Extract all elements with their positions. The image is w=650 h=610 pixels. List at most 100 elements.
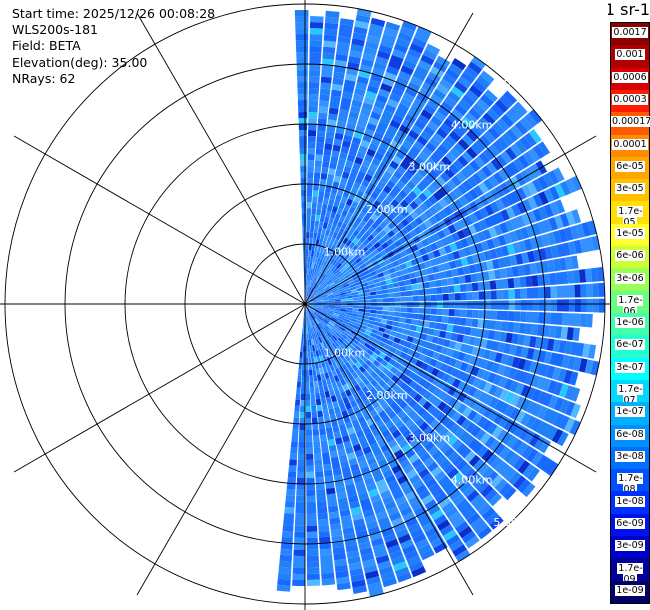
range-gate bbox=[508, 471, 522, 486]
range-gate bbox=[427, 384, 437, 394]
range-gate bbox=[504, 391, 515, 404]
range-gate bbox=[313, 441, 321, 448]
range-gate bbox=[359, 348, 367, 356]
range-gate bbox=[308, 250, 312, 257]
range-gate bbox=[386, 320, 394, 326]
range-gate bbox=[344, 329, 351, 335]
range-gate bbox=[401, 443, 412, 454]
range-gate bbox=[416, 256, 424, 264]
range-gate bbox=[329, 413, 337, 422]
range-gate bbox=[307, 262, 310, 269]
range-gate bbox=[564, 401, 576, 416]
range-gate bbox=[305, 298, 307, 302]
range-gate bbox=[515, 253, 524, 265]
range-gate bbox=[488, 175, 499, 188]
range-gate bbox=[328, 321, 335, 327]
range-gate bbox=[327, 402, 334, 410]
range-gate bbox=[314, 310, 321, 315]
range-gate bbox=[330, 244, 336, 252]
range-gate bbox=[432, 387, 442, 397]
range-gate bbox=[468, 264, 477, 274]
range-gate bbox=[387, 145, 398, 155]
range-gate bbox=[555, 271, 569, 285]
range-gate bbox=[333, 333, 340, 340]
colorbar-tick-label: 3e-07 bbox=[615, 361, 645, 373]
range-gate bbox=[306, 333, 309, 340]
range-gate bbox=[314, 270, 319, 277]
ray bbox=[306, 306, 435, 561]
range-gate bbox=[416, 368, 431, 381]
range-gate bbox=[298, 129, 308, 137]
range-gate bbox=[316, 298, 323, 302]
range-gate bbox=[476, 445, 489, 458]
range-gate bbox=[340, 196, 348, 204]
range-gate bbox=[319, 88, 331, 96]
range-gate bbox=[305, 298, 307, 302]
range-gate bbox=[395, 495, 408, 506]
range-gate bbox=[314, 331, 319, 339]
range-gate bbox=[382, 375, 391, 384]
range-gate bbox=[520, 384, 531, 398]
range-gate bbox=[303, 309, 305, 316]
range-gate bbox=[526, 287, 539, 299]
range-gate bbox=[494, 99, 509, 113]
range-gate bbox=[314, 338, 319, 345]
range-gate bbox=[367, 323, 374, 329]
range-gate bbox=[380, 359, 389, 367]
range-gate bbox=[520, 300, 528, 311]
range-gate bbox=[384, 274, 392, 281]
range-gate bbox=[455, 498, 477, 521]
range-gate bbox=[343, 348, 350, 355]
range-gate bbox=[449, 539, 464, 552]
range-gate bbox=[307, 309, 314, 321]
range-gate bbox=[320, 348, 325, 356]
range-gate bbox=[363, 315, 370, 320]
scan-info: Start time: 2025/12/26 00:08:28 WLS200s-… bbox=[12, 6, 215, 87]
range-gate bbox=[311, 357, 315, 364]
range-gate bbox=[332, 355, 339, 363]
range-gate bbox=[302, 351, 306, 364]
range-gate bbox=[462, 485, 476, 498]
range-gate bbox=[491, 425, 503, 439]
range-gate bbox=[385, 419, 395, 429]
range-gate bbox=[478, 182, 489, 194]
range-gate bbox=[486, 161, 498, 175]
range-gate bbox=[423, 198, 434, 209]
range-gate bbox=[333, 278, 340, 284]
range-gate bbox=[542, 173, 554, 188]
range-gate bbox=[305, 274, 307, 281]
ray bbox=[305, 306, 412, 583]
range-gate bbox=[389, 252, 403, 263]
range-gate bbox=[335, 380, 343, 388]
colorbar-tick-label: 0.00017 bbox=[611, 116, 650, 128]
range-gate bbox=[341, 91, 353, 100]
range-gate bbox=[328, 505, 339, 513]
ray bbox=[307, 266, 605, 304]
range-gate bbox=[448, 357, 458, 367]
range-gate bbox=[348, 206, 356, 214]
range-gate bbox=[310, 339, 314, 346]
range-gate bbox=[556, 284, 575, 298]
range-gate bbox=[305, 250, 309, 257]
range-gate bbox=[310, 301, 317, 303]
range-gate bbox=[390, 140, 401, 150]
range-gate bbox=[297, 100, 308, 107]
range-gate bbox=[315, 318, 320, 324]
range-gate bbox=[346, 211, 353, 220]
range-gate bbox=[432, 187, 448, 202]
range-gate bbox=[384, 434, 395, 444]
range-gate bbox=[418, 353, 427, 362]
range-gate bbox=[334, 308, 341, 311]
range-gate bbox=[359, 253, 367, 260]
range-gate bbox=[570, 175, 582, 191]
range-gate bbox=[348, 322, 361, 331]
colorbar-tick-label: 3e-06 bbox=[615, 272, 645, 284]
range-gate bbox=[333, 138, 343, 147]
range-gate bbox=[364, 477, 375, 486]
range-gate bbox=[339, 97, 352, 111]
range-gate bbox=[481, 329, 490, 339]
range-gate bbox=[440, 278, 448, 287]
range-gate bbox=[306, 453, 314, 460]
range-gate bbox=[466, 129, 479, 142]
